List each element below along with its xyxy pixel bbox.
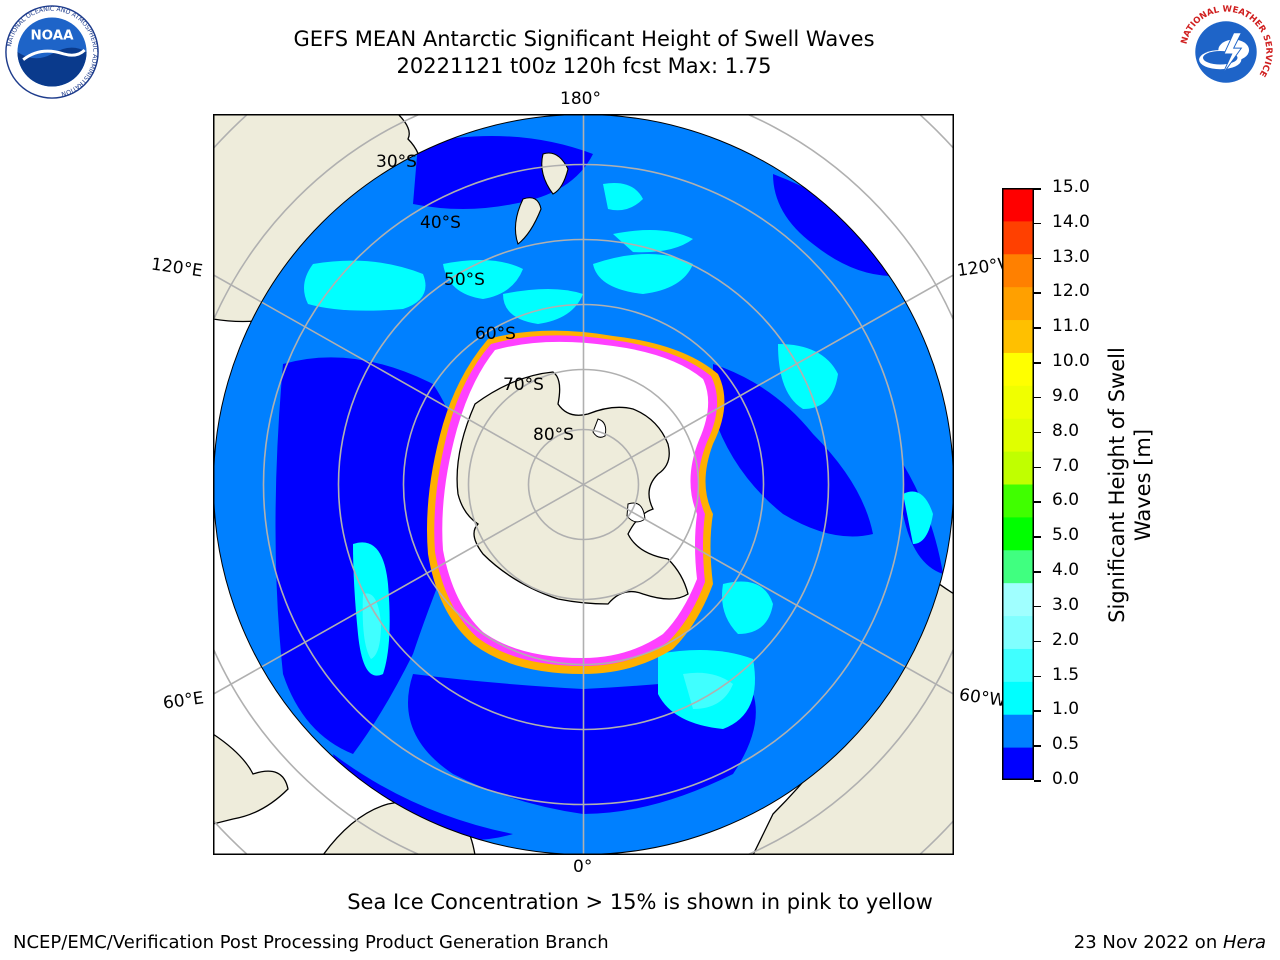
- colorbar-bin: [1002, 747, 1034, 780]
- colorbar-bin: [1002, 418, 1034, 452]
- antarctica: [456, 371, 689, 605]
- colorbar-tick-label: 10.0: [1052, 351, 1090, 372]
- colorbar-bin: [1002, 385, 1034, 419]
- colorbar: [1002, 188, 1034, 780]
- colorbar-tick-label: 7.0: [1052, 455, 1080, 476]
- colorbar-border: [1002, 188, 1034, 780]
- colorbar-bin: [1002, 188, 1034, 222]
- colorbar-tick-label: 4.0: [1052, 560, 1080, 581]
- colorbar-bin: [1002, 220, 1034, 255]
- colorbar-tick-label: 11.0: [1052, 316, 1090, 337]
- colorbar-tick-mark: [1034, 292, 1041, 294]
- lon-label-0: 0°: [573, 857, 593, 877]
- colorbar-tick-mark: [1034, 431, 1041, 434]
- lon-label-60w: 60°W: [957, 684, 1006, 712]
- lat-label-30s: 30°S: [376, 152, 417, 172]
- lon-label-120w: 120°W: [955, 254, 1004, 282]
- colorbar-bin: [1002, 451, 1034, 485]
- colorbar-bin: [1002, 714, 1034, 748]
- lon-label-60e: 60°E: [161, 688, 206, 714]
- colorbar-tick-label: 0.5: [1052, 734, 1080, 755]
- polar-map: [213, 114, 954, 855]
- colorbar-tick-mark: [1034, 745, 1041, 747]
- colorbar-tick-mark: [1034, 222, 1041, 225]
- sea-ice-note: Sea Ice Concentration > 15% is shown in …: [347, 890, 933, 914]
- lon-label-120e: 120°E: [149, 254, 204, 282]
- colorbar-tick-label: 9.0: [1052, 385, 1080, 406]
- lat-label-40s: 40°S: [420, 213, 461, 233]
- colorbar-tick-mark: [1034, 710, 1041, 712]
- colorbar-tick-mark: [1034, 396, 1041, 399]
- colorbar-bin: [1002, 352, 1034, 386]
- colorbar-tick-mark: [1034, 362, 1041, 364]
- colorbar-tick-mark: [1034, 327, 1041, 329]
- colorbar-tick-mark: [1034, 640, 1041, 643]
- lon-label-180: 180°: [560, 89, 601, 109]
- colorbar-tick-label: 1.0: [1052, 699, 1080, 720]
- footer-date: 23 Nov 2022 on Hera: [1074, 932, 1266, 953]
- colorbar-tick-label: 2.0: [1052, 629, 1080, 650]
- colorbar-bin: [1002, 681, 1034, 715]
- lat-label-80s: 80°S: [533, 425, 574, 445]
- footer-date-text: 23 Nov 2022 on: [1073, 932, 1223, 953]
- colorbar-bin: [1002, 484, 1034, 518]
- colorbar-tick-mark: [1034, 466, 1041, 469]
- colorbar-tick-label: 12.0: [1052, 281, 1090, 302]
- bright-swell-patches: [362, 593, 733, 709]
- svg-text:NOAA: NOAA: [30, 29, 74, 44]
- colorbar-tick-label: 6.0: [1052, 490, 1080, 511]
- colorbar-tick-mark: [1034, 188, 1041, 190]
- colorbar-bin: [1002, 648, 1034, 682]
- colorbar-tick-mark: [1034, 257, 1041, 260]
- chart-subtitle: 20221121 t00z 120h fcst Max: 1.75: [396, 54, 772, 78]
- chart-title: GEFS MEAN Antarctic Significant Height o…: [293, 27, 875, 51]
- lat-label-50s: 50°S: [444, 270, 485, 290]
- footer-credit: NCEP/EMC/Verification Post Processing Pr…: [13, 932, 609, 953]
- colorbar-tick-label: 13.0: [1052, 246, 1090, 267]
- colorbar-tick-label: 1.5: [1052, 664, 1080, 685]
- colorbar-tick-mark: [1034, 675, 1041, 678]
- colorbar-bin: [1002, 253, 1034, 288]
- colorbar-tick-label: 14.0: [1052, 211, 1090, 232]
- colorbar-tick-mark: [1034, 501, 1041, 503]
- colorbar-bin: [1002, 286, 1034, 321]
- noaa-logo: NATIONAL OCEANIC AND ATMOSPHERIC ADMINIS…: [5, 5, 99, 99]
- colorbar-bin: [1002, 615, 1034, 649]
- colorbar-label-line1: Significant Height of Swell: [1105, 347, 1129, 623]
- colorbar-bin: [1002, 319, 1034, 353]
- colorbar-label: Significant Height of Swell Waves [m]: [1104, 315, 1156, 655]
- lat-label-60s: 60°S: [475, 324, 516, 344]
- colorbar-tick-mark: [1034, 780, 1041, 782]
- colorbar-tick-mark: [1034, 571, 1041, 573]
- colorbar-label-line2: Waves [m]: [1131, 428, 1155, 542]
- colorbar-bin: [1002, 582, 1034, 617]
- colorbar-tick-label: 8.0: [1052, 420, 1080, 441]
- colorbar-tick-label: 15.0: [1052, 177, 1090, 197]
- colorbar-tick-label: 0.0: [1052, 769, 1080, 789]
- nws-logo: NATIONAL WEATHER SERVICE: [1179, 5, 1273, 99]
- footer-host: Hera: [1222, 932, 1266, 953]
- colorbar-bin: [1002, 516, 1034, 551]
- colorbar-tick-mark: [1034, 605, 1041, 608]
- colorbar-tick-label: 3.0: [1052, 594, 1080, 615]
- graticule: [213, 114, 954, 855]
- colorbar-tick-label: 5.0: [1052, 525, 1080, 546]
- colorbar-bin: [1002, 549, 1034, 584]
- colorbar-tick-mark: [1034, 536, 1041, 538]
- lat-label-70s: 70°S: [503, 375, 544, 395]
